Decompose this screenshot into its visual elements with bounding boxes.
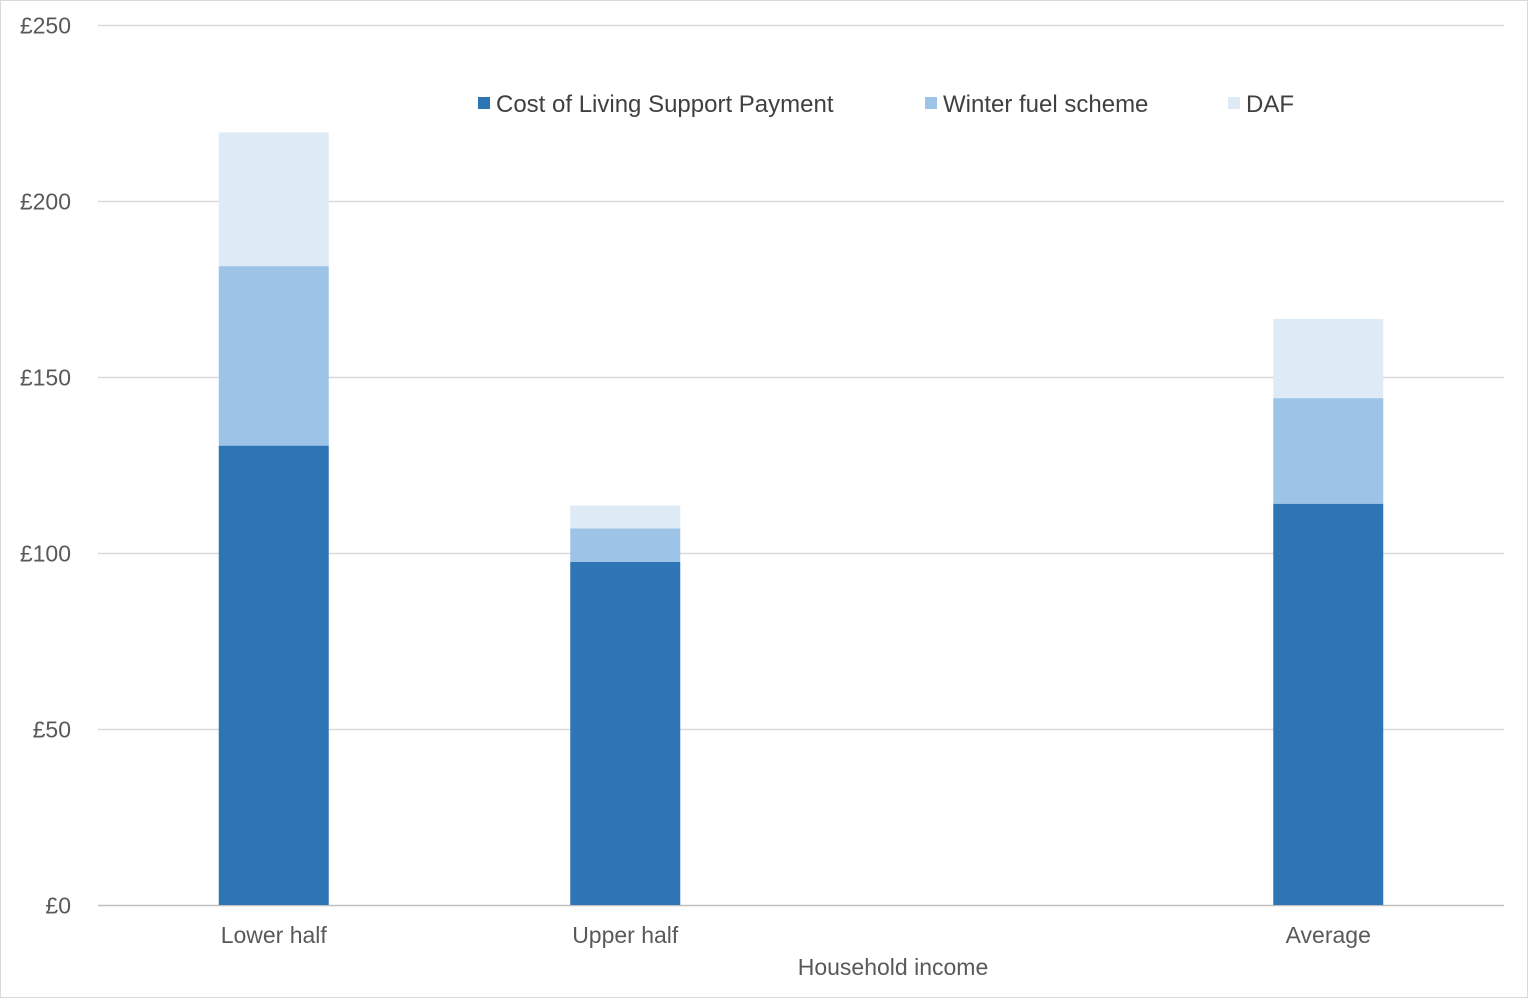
legend-swatch [925, 97, 937, 109]
bars [218, 132, 1384, 905]
legend-swatch [478, 97, 490, 109]
x-axis-ticks: Lower half Upper half Average [221, 922, 1371, 948]
bar-segment [1273, 398, 1384, 504]
y-tick-label: £50 [33, 717, 71, 743]
legend-label: DAF [1246, 91, 1294, 118]
bar-segment [218, 132, 329, 267]
y-tick-label: £0 [45, 893, 71, 919]
bar-segment [570, 561, 681, 905]
x-tick-label: Average [1286, 922, 1371, 948]
gridlines [98, 24, 1504, 907]
legend-label: Winter fuel scheme [943, 91, 1148, 118]
legend-swatch [1228, 97, 1240, 109]
legend-label: Cost of Living Support Payment [496, 91, 834, 118]
bar-segment [218, 266, 329, 446]
y-tick-label: £200 [20, 189, 71, 215]
bar-segment [1273, 503, 1384, 905]
y-tick-label: £100 [20, 541, 71, 567]
y-tick-label: £250 [20, 13, 71, 39]
bar-segment [1273, 318, 1384, 399]
y-tick-label: £150 [20, 365, 71, 391]
legend: Cost of Living Support Payment Winter fue… [478, 91, 1294, 118]
x-axis-title: Household income [798, 954, 989, 980]
x-tick-label: Lower half [221, 922, 328, 948]
x-tick-label: Upper half [572, 922, 679, 948]
bar-segment [570, 505, 681, 529]
bar-segment [570, 528, 681, 562]
y-axis-ticks: £0 £50 £100 £150 £200 £250 [20, 13, 71, 919]
bar-segment [218, 445, 329, 905]
